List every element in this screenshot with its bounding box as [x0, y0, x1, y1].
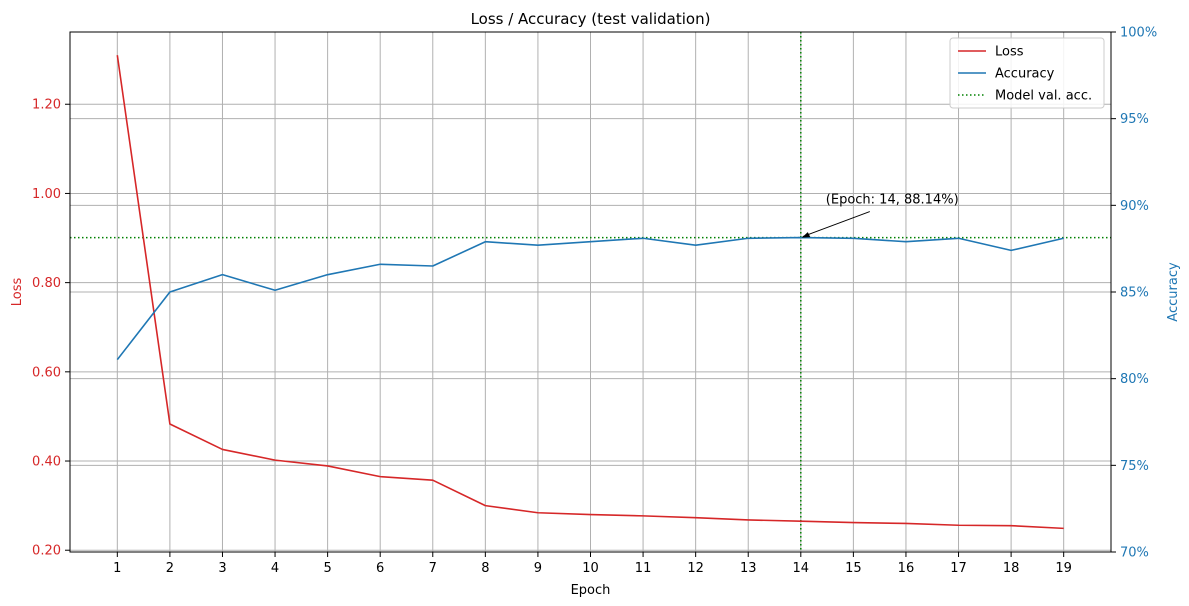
x-axis-label: Epoch [571, 583, 611, 598]
left-axis-label: Loss [10, 278, 25, 307]
legend-label: Model val. acc. [995, 89, 1092, 104]
legend-label: Loss [995, 45, 1024, 60]
legend: Loss Accuracy Model val. acc. [949, 37, 1105, 109]
annotation: (Epoch: 14, 88.14%) [801, 193, 959, 238]
left-tick-label: 0.80 [32, 276, 61, 291]
x-tick-label: 12 [687, 561, 704, 576]
annotation-arrow-head [801, 232, 811, 238]
x-tick-label: 16 [898, 561, 915, 576]
x-tick-label: 2 [166, 561, 174, 576]
left-tick-label: 1.00 [32, 187, 61, 202]
x-tick-label: 5 [323, 561, 331, 576]
right-tick-label: 70% [1120, 546, 1149, 561]
accuracy-series-line [116, 236, 1064, 361]
legend-label: Accuracy [995, 67, 1055, 82]
x-tick-label: 8 [481, 561, 489, 576]
x-tick-label: 11 [635, 561, 652, 576]
annotation-text: (Epoch: 14, 88.14%) [826, 193, 959, 208]
right-tick-label: 80% [1120, 372, 1149, 387]
x-tick-label: 6 [376, 561, 384, 576]
x-tick-label: 19 [1055, 561, 1072, 576]
series-layer [116, 55, 1064, 530]
x-tick-label: 9 [534, 561, 542, 576]
left-tick-label: 0.20 [32, 544, 61, 559]
x-tick-label: 3 [218, 561, 226, 576]
left-tick-label: 0.40 [32, 455, 61, 470]
x-axis-ticks: 1 2 3 4 5 6 7 8 9 10 11 12 13 14 15 16 17 18 19 [113, 552, 1072, 576]
left-axis-ticks: 0.20 0.40 0.60 0.80 1.00 1.20 [32, 98, 70, 559]
reference-lines [70, 32, 1111, 552]
x-tick-label: 1 [113, 561, 121, 576]
x-tick-label: 13 [740, 561, 757, 576]
x-tick-label: 7 [429, 561, 437, 576]
x-tick-label: 10 [582, 561, 599, 576]
loss-series-line [116, 55, 1064, 530]
x-tick-label: 18 [1003, 561, 1020, 576]
right-tick-label: 85% [1120, 286, 1149, 301]
chart-title: Loss / Accuracy (test validation) [471, 10, 711, 28]
right-axis-ticks: 70% 75% 80% 85% 90% 95% 100% [1111, 26, 1157, 561]
right-tick-label: 90% [1120, 199, 1149, 214]
right-tick-label: 75% [1120, 459, 1149, 474]
x-tick-label: 14 [793, 561, 810, 576]
legend-box [949, 37, 1105, 109]
right-axis-label: Accuracy [1166, 262, 1181, 322]
annotation-arrow-line [802, 211, 870, 238]
right-tick-label: 95% [1120, 112, 1149, 127]
x-tick-label: 17 [950, 561, 967, 576]
grid-layer [70, 31, 1111, 553]
x-tick-label: 4 [271, 561, 279, 576]
x-tick-label: 15 [845, 561, 862, 576]
left-tick-label: 0.60 [32, 365, 61, 380]
right-tick-label: 100% [1120, 26, 1157, 41]
left-tick-label: 1.20 [32, 98, 61, 113]
